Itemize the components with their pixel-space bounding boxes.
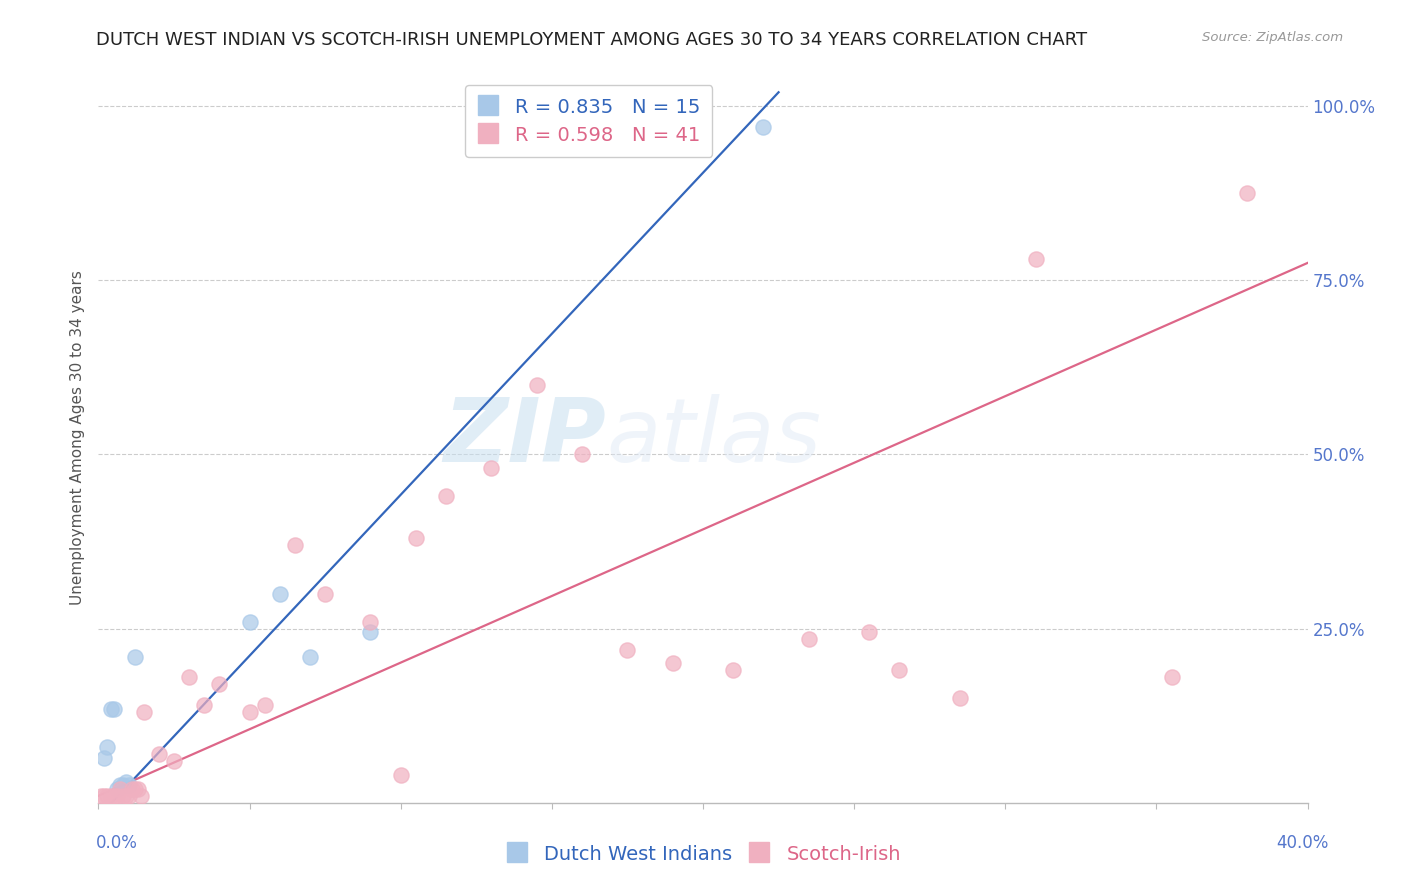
Point	[100, 702, 122, 716]
Point	[114, 775, 136, 789]
Point	[108, 778, 131, 792]
Point	[105, 789, 128, 803]
Point	[405, 531, 427, 545]
Point	[193, 698, 215, 713]
Point	[723, 664, 745, 678]
Point	[1236, 186, 1258, 201]
Point	[389, 768, 412, 782]
Point	[124, 649, 146, 664]
Text: ZIP: ZIP	[443, 393, 606, 481]
Point	[616, 642, 638, 657]
Point	[121, 781, 143, 796]
Point	[148, 747, 170, 761]
Point	[526, 377, 548, 392]
Point	[93, 750, 115, 764]
Point	[858, 625, 880, 640]
Text: Source: ZipAtlas.com: Source: ZipAtlas.com	[1202, 31, 1343, 45]
Point	[118, 778, 141, 792]
Point	[179, 670, 201, 684]
Point	[889, 664, 911, 678]
Point	[299, 649, 322, 664]
Point	[434, 489, 457, 503]
Point	[253, 698, 276, 713]
Point	[752, 120, 775, 134]
Point	[105, 781, 128, 796]
Point	[360, 625, 382, 640]
Y-axis label: Unemployment Among Ages 30 to 34 years: Unemployment Among Ages 30 to 34 years	[70, 269, 86, 605]
Point	[114, 789, 136, 803]
Point	[90, 789, 112, 803]
Point	[103, 789, 125, 803]
Point	[1160, 670, 1182, 684]
Point	[93, 789, 115, 803]
Text: atlas: atlas	[606, 394, 821, 480]
Point	[100, 789, 122, 803]
Point	[1024, 252, 1046, 267]
Point	[103, 702, 125, 716]
Point	[127, 781, 149, 796]
Point	[239, 615, 262, 629]
Point	[269, 587, 291, 601]
Point	[163, 754, 186, 768]
Point	[108, 781, 131, 796]
Legend: Dutch West Indians, Scotch-Irish: Dutch West Indians, Scotch-Irish	[498, 836, 908, 871]
Point	[239, 705, 262, 719]
Point	[118, 789, 141, 803]
Point	[208, 677, 231, 691]
Point	[96, 740, 118, 755]
Text: DUTCH WEST INDIAN VS SCOTCH-IRISH UNEMPLOYMENT AMONG AGES 30 TO 34 YEARS CORRELA: DUTCH WEST INDIAN VS SCOTCH-IRISH UNEMPL…	[96, 31, 1087, 49]
Point	[360, 615, 382, 629]
Point	[314, 587, 336, 601]
Point	[949, 691, 972, 706]
Point	[132, 705, 155, 719]
Point	[481, 461, 503, 475]
Point	[111, 789, 134, 803]
Point	[571, 448, 593, 462]
Point	[661, 657, 683, 671]
Point	[96, 789, 118, 803]
Point	[129, 789, 152, 803]
Point	[111, 778, 134, 792]
Legend: R = 0.835   N = 15, R = 0.598   N = 41: R = 0.835 N = 15, R = 0.598 N = 41	[465, 85, 713, 157]
Point	[797, 632, 820, 646]
Text: 40.0%: 40.0%	[1277, 834, 1329, 852]
Text: 0.0%: 0.0%	[96, 834, 138, 852]
Point	[284, 538, 307, 552]
Point	[124, 781, 146, 796]
